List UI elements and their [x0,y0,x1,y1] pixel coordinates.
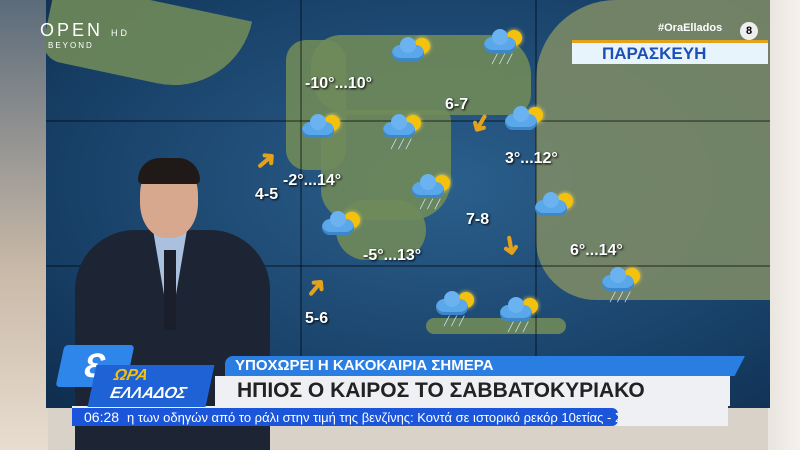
show-name: ΩΡΑ ΕΛΛΑΔΟΣ [87,365,215,407]
cloud-sun-icon [302,114,340,145]
temp-label: -2°...14° [283,172,342,189]
temp-label: -10°...10° [305,75,373,92]
temp-label: -5°...13° [363,247,422,264]
rating-badge: 8 [740,22,758,40]
cloud-sun-icon [392,37,430,68]
studio-background-right [768,0,800,450]
cloud-sun-rain-icon: ╱╱╱ [383,114,421,149]
cloud-sun-icon [322,211,360,242]
wind-label: 7-8 [466,211,490,228]
temp-label: 6°...14° [570,242,623,259]
temp-label: 3°...12° [505,150,558,167]
clock: 06:28 [84,409,120,425]
open-beyond-logo: OPEN HD BEYOND [40,20,131,50]
news-ticker: 06:28 η των οδηγών από το ράλι στην τιμή … [72,408,618,426]
cloud-sun-rain-icon: ╱╱╱ [500,297,538,332]
ticker-text: η των οδηγών από το ράλι στην τιμή της β… [127,410,618,425]
cloud-sun-rain-icon: ╱╱╱ [602,267,640,302]
wind-label: 4-5 [255,186,279,203]
lower-third-subtitle: ΥΠΟΧΩΡΕΙ Η ΚΑΚΟΚΑΙΡΙΑ ΣΗΜΕΡΑ [225,356,745,376]
cloud-sun-rain-icon: ╱╱╱ [436,291,474,326]
studio-background-left [0,0,48,450]
hashtag: #OraEllados [658,22,723,34]
lower-third-headline: ΗΠΙΟΣ Ο ΚΑΙΡΟΣ ΤΟ ΣΑΒΒΑΤΟΚΥΡΙΑΚΟ [215,376,730,406]
cloud-sun-icon [535,192,573,223]
cloud-sun-rain-icon: ╱╱╱ [484,29,522,64]
forecast-day: ΠΑΡΑΣΚΕΥΗ [572,40,768,64]
cloud-sun-icon [505,106,543,137]
cloud-sun-rain-icon: ╱╱╱ [412,174,450,209]
wind-label: 6-7 [445,96,469,113]
crete-island [426,318,566,334]
wind-label: 5-6 [305,310,329,327]
